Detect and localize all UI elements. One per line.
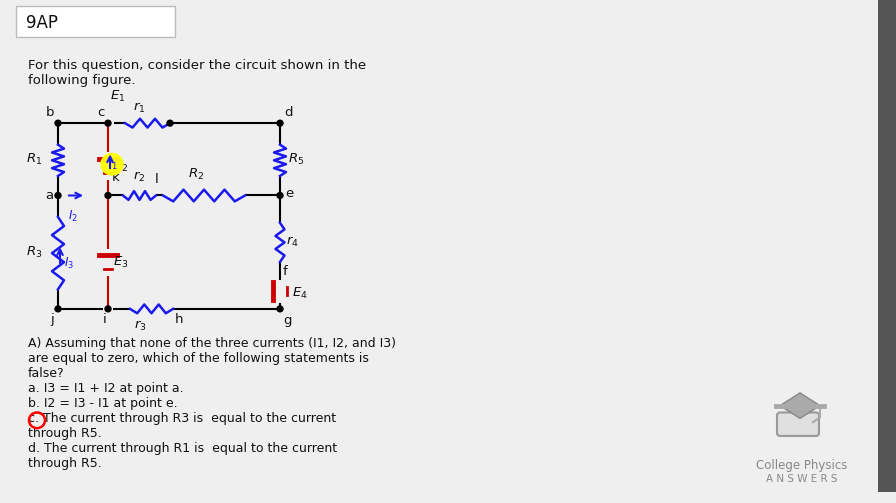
Text: $R_3$: $R_3$: [26, 244, 42, 260]
Text: $R_5$: $R_5$: [288, 152, 305, 167]
Bar: [878, 0, 896, 491]
Text: h: h: [175, 313, 184, 326]
Text: For this question, consider the circuit shown in the
following figure.: For this question, consider the circuit …: [28, 59, 366, 87]
Text: d: d: [284, 106, 292, 119]
Circle shape: [167, 120, 173, 126]
Polygon shape: [780, 393, 820, 418]
Circle shape: [55, 120, 61, 126]
Text: $r_4$: $r_4$: [286, 235, 298, 249]
Circle shape: [105, 306, 111, 312]
Circle shape: [277, 193, 283, 198]
Text: $I_3$: $I_3$: [64, 257, 74, 272]
Text: $E_1$: $E_1$: [110, 89, 125, 104]
FancyBboxPatch shape: [777, 412, 819, 436]
Circle shape: [277, 120, 283, 126]
Text: $R_1$: $R_1$: [26, 152, 42, 167]
Text: e: e: [285, 187, 293, 200]
Text: $r_2$: $r_2$: [133, 170, 145, 184]
Text: $E_2$: $E_2$: [113, 158, 128, 174]
Text: i: i: [102, 313, 106, 326]
FancyBboxPatch shape: [16, 6, 175, 37]
Text: g: g: [283, 314, 291, 327]
Text: $r_1$: $r_1$: [133, 101, 145, 115]
Text: b: b: [46, 106, 54, 119]
Circle shape: [101, 153, 123, 175]
Text: $I_2$: $I_2$: [68, 209, 78, 224]
Text: 9AP: 9AP: [26, 14, 58, 32]
Circle shape: [55, 306, 61, 312]
Circle shape: [105, 120, 111, 126]
Text: $I_1$: $I_1$: [108, 156, 118, 172]
Circle shape: [55, 193, 61, 198]
Text: $E_3$: $E_3$: [113, 255, 128, 270]
Text: k: k: [112, 171, 120, 184]
Text: College Physics: College Physics: [756, 459, 848, 472]
Text: A) Assuming that none of the three currents (I1, I2, and I3)
are equal to zero, : A) Assuming that none of the three curre…: [28, 337, 396, 470]
Text: $R_2$: $R_2$: [188, 166, 204, 182]
Text: a: a: [45, 189, 53, 202]
Text: A N S W E R S: A N S W E R S: [766, 474, 838, 484]
Text: l: l: [155, 173, 159, 186]
Text: $r_3$: $r_3$: [134, 318, 146, 333]
Text: f: f: [283, 265, 288, 278]
Circle shape: [277, 306, 283, 312]
Text: $E_4$: $E_4$: [292, 286, 307, 301]
Circle shape: [105, 193, 111, 198]
Text: j: j: [50, 313, 54, 326]
Text: c: c: [98, 106, 105, 119]
